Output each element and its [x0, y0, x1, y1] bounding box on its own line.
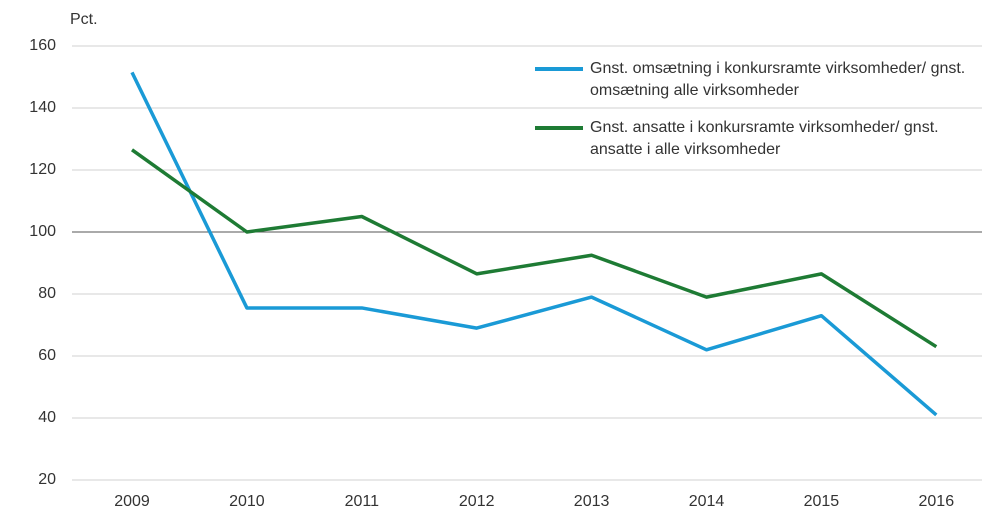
x-tick-label: 2013	[574, 493, 610, 510]
x-tick-label: 2011	[345, 493, 380, 510]
y-tick-label: 120	[29, 161, 56, 178]
y-tick-label: 80	[38, 285, 56, 302]
y-tick-label: 60	[38, 347, 56, 364]
series-line	[130, 71, 938, 417]
x-tick-label: 2016	[919, 493, 955, 510]
x-tick-label: 2009	[114, 493, 150, 510]
legend-label: Gnst. ansatte i konkursramte virksomhede…	[590, 119, 939, 158]
y-tick-label: 100	[29, 223, 56, 240]
x-tick-label: 2010	[229, 493, 265, 510]
x-tick-label: 2014	[689, 493, 725, 510]
series-line	[130, 148, 938, 349]
y-tick-label: 40	[38, 409, 56, 426]
x-tick-label: 2015	[804, 493, 840, 510]
y-tick-label: 140	[29, 99, 56, 116]
legend-label: Gnst. omsætning i konkursramte virksomhe…	[590, 60, 966, 99]
y-tick-label: 20	[38, 471, 56, 488]
y-axis-label: Pct.	[70, 11, 98, 28]
x-tick-label: 2012	[459, 493, 495, 510]
y-tick-label: 160	[29, 37, 56, 54]
